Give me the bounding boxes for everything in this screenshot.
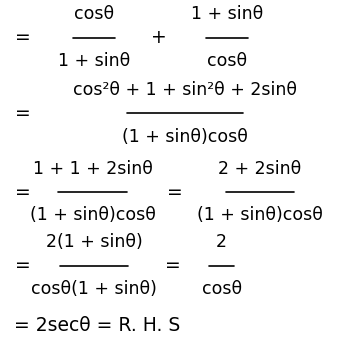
Text: 1 + sinθ: 1 + sinθ xyxy=(191,5,263,23)
Text: =: = xyxy=(15,104,31,123)
Text: =: = xyxy=(15,182,31,202)
Text: =: = xyxy=(15,28,31,47)
Text: (1 + sinθ)cosθ: (1 + sinθ)cosθ xyxy=(30,206,155,224)
Text: +: + xyxy=(151,28,167,47)
Text: = 2secθ = R. H. S: = 2secθ = R. H. S xyxy=(14,316,180,335)
Text: 1 + 1 + 2sinθ: 1 + 1 + 2sinθ xyxy=(32,160,153,178)
Text: =: = xyxy=(165,256,181,275)
Text: (1 + sinθ)cosθ: (1 + sinθ)cosθ xyxy=(122,128,248,145)
Text: cosθ: cosθ xyxy=(74,5,114,23)
Text: cos²θ + 1 + sin²θ + 2sinθ: cos²θ + 1 + sin²θ + 2sinθ xyxy=(73,81,297,99)
Text: 2: 2 xyxy=(216,234,227,251)
Text: cosθ: cosθ xyxy=(207,52,247,70)
Text: cosθ(1 + sinθ): cosθ(1 + sinθ) xyxy=(31,280,157,298)
Text: 2 + 2sinθ: 2 + 2sinθ xyxy=(218,160,302,178)
Text: =: = xyxy=(166,182,183,202)
Text: 2(1 + sinθ): 2(1 + sinθ) xyxy=(46,234,143,251)
Text: cosθ: cosθ xyxy=(202,280,242,298)
Text: 1 + sinθ: 1 + sinθ xyxy=(58,52,131,70)
Text: (1 + sinθ)cosθ: (1 + sinθ)cosθ xyxy=(197,206,323,224)
Text: =: = xyxy=(15,256,31,275)
